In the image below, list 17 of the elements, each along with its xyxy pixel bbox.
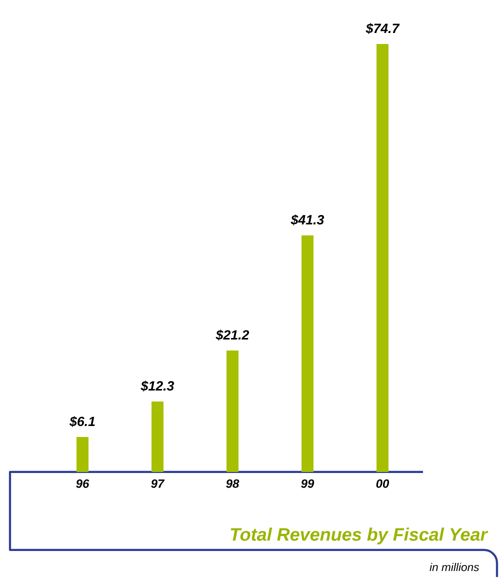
bar: [226, 350, 239, 472]
bar: [376, 44, 388, 472]
data-label: $21.2: [216, 330, 250, 340]
data-label: $41.3: [290, 214, 324, 226]
bar: [76, 437, 89, 472]
x-tick-label: 96: [76, 479, 90, 488]
data-label: $12.3: [140, 380, 174, 392]
x-tick-label: 98: [226, 479, 240, 488]
x-tick-label: 97: [151, 479, 165, 488]
text: in millions: [430, 562, 480, 572]
data-label: $6.1: [69, 416, 95, 427]
bar: [302, 235, 314, 472]
x-tick-label: 99: [301, 479, 314, 488]
x-tick-label: 00: [376, 479, 390, 488]
text: Total Revenues by Fiscal Year: [230, 528, 488, 544]
data-label: $74.7: [366, 23, 400, 34]
bar: [152, 402, 164, 472]
